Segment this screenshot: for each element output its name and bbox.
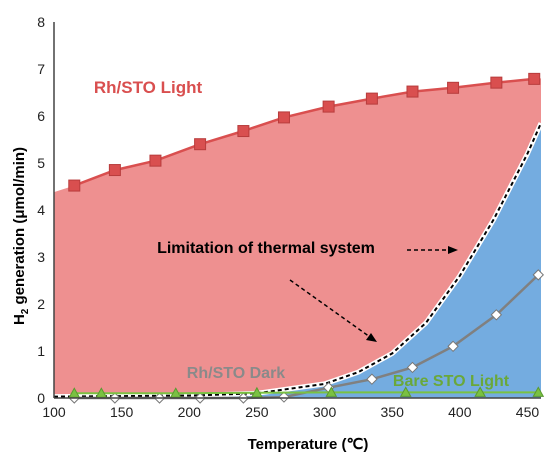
y-axis-title-main: H: [11, 314, 28, 325]
data-point-bare-sto-light: [532, 386, 545, 397]
x-tick-label: 100: [42, 404, 66, 420]
x-tick-label: 300: [313, 404, 337, 420]
data-point-rh-sto-light: [149, 154, 162, 167]
y-tick-label: 3: [37, 249, 45, 265]
data-point-rh-sto-light: [490, 76, 503, 89]
y-tick-label: 0: [37, 390, 45, 406]
y-tick-label: 5: [37, 155, 45, 171]
x-tick-label: 150: [110, 404, 134, 420]
data-point-bare-sto-light: [474, 386, 486, 397]
series-line-rh-sto-light: [73, 77, 535, 187]
data-point-rh-sto-light: [447, 81, 460, 94]
y-tick-label: 8: [37, 14, 45, 30]
x-tick-label: 450: [516, 404, 540, 420]
x-tick-label: 350: [381, 404, 405, 420]
y-axis-title-subscript: 2: [20, 308, 31, 314]
chart-axes: [53, 22, 541, 399]
y-tick-label: 7: [37, 61, 45, 77]
y-tick-label: 2: [37, 296, 45, 312]
data-point-rh-sto-light: [68, 179, 81, 192]
data-point-rh-sto-dark: [278, 391, 290, 403]
data-point-rh-sto-light: [237, 125, 250, 138]
data-point-rh-sto-light: [194, 138, 207, 151]
data-point-bare-sto-light: [325, 386, 338, 397]
series-line-bare-sto-light: [74, 391, 539, 395]
annotation-limitation: Limitation of thermal system: [157, 240, 375, 257]
data-point-bare-sto-light: [399, 386, 412, 397]
data-point-rh-sto-dark: [366, 373, 378, 385]
y-tick-label: 6: [37, 108, 45, 124]
data-point-rh-sto-dark: [532, 269, 545, 281]
annotation-bare-sto-light: Bare STO Light: [393, 373, 510, 390]
annotation-rh-sto-light: Rh/STO Light: [94, 78, 203, 97]
thermal-limit-line: [53, 122, 542, 398]
data-point-rh-sto-dark: [490, 309, 503, 321]
data-point-rh-sto-light: [406, 85, 419, 98]
data-point-rh-sto-dark: [447, 340, 459, 353]
y-tick-label: 1: [37, 343, 45, 359]
y-tick-label: 4: [37, 202, 45, 218]
tick-labels: 100 150 200 250 300 350 400 450 0 1 2 3 4 5 6 7 8: [37, 14, 539, 420]
x-axis-title: Temperature (℃): [248, 436, 369, 453]
y-axis-title: H2 generation (μmol/min): [11, 147, 31, 325]
annotation-rh-sto-dark: Rh/STO Dark: [187, 365, 286, 382]
x-tick-label: 200: [178, 404, 202, 420]
x-tick-label: 250: [245, 404, 269, 420]
limitation-arrowhead-right: [448, 246, 458, 254]
limitation-arrowhead-down: [366, 333, 377, 342]
chart-areas: [54, 78, 541, 398]
data-point-rh-sto-light: [322, 100, 335, 113]
data-point-rh-sto-dark: [406, 361, 419, 374]
data-point-rh-sto-light: [528, 72, 541, 85]
data-point-bare-sto-light: [251, 386, 263, 398]
limitation-arrow-down: [289, 279, 371, 338]
x-tick-label: 400: [448, 404, 472, 420]
y-axis-title-rest: generation (μmol/min): [11, 147, 28, 309]
data-point-rh-sto-light: [365, 92, 378, 105]
data-point-rh-sto-light: [108, 164, 121, 177]
light-driven-area: [54, 78, 541, 397]
data-point-rh-sto-light: [277, 111, 290, 124]
